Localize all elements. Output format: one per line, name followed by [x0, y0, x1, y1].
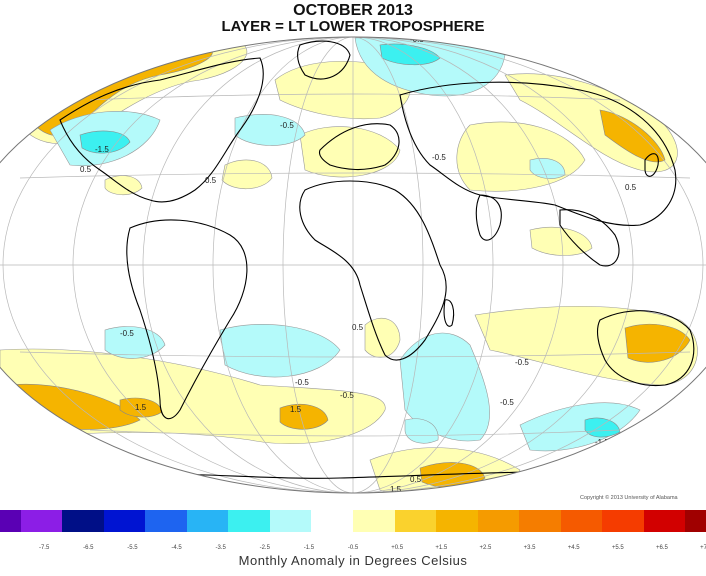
south-america-coast [126, 219, 248, 420]
madagascar-coast [443, 299, 455, 327]
contour-label: 0.5 [352, 323, 364, 332]
contour-label: 0.5 [80, 165, 92, 174]
legend-swatch [602, 510, 644, 532]
asia-coast [399, 81, 677, 226]
contour-label: -1.5 [95, 145, 109, 154]
legend-tick-label: -2.5 [259, 545, 270, 551]
legend-tick-label: +2.5 [479, 545, 492, 551]
globe-outline [0, 36, 706, 494]
color-scale-ticks: -7.5 -6.5 -5.5 -4.5 -3.5 -2.5 -1.5 -0.5 +0.5 +1.5… [0, 545, 706, 555]
contour-label: 1.5 [290, 405, 302, 414]
copyright-note: Copyright © 2013 University of Alabama [580, 495, 678, 501]
legend-swatch [560, 510, 603, 532]
map-subtitle: LAYER = LT LOWER TROPOSPHERE [221, 18, 485, 35]
anomaly-map: -0.5 1.5 -1.5 0.5 -0.5 -0.5 0.5 -0.5 0.5… [0, 35, 706, 494]
map-title: OCTOBER 2013 [293, 2, 413, 19]
color-scale-legend [0, 510, 706, 532]
japan-coast [644, 153, 659, 177]
contour-label: -0.5 [432, 153, 446, 162]
legend-tick-label: +3.5 [523, 545, 536, 551]
legend-swatch [62, 510, 104, 532]
legend-tick-label: -7.5 [38, 545, 50, 551]
legend-tick-label: +4.5 [567, 545, 580, 551]
legend-swatch [186, 510, 229, 532]
north-america-coast [59, 57, 264, 203]
contour-label: -0.5 [515, 358, 529, 367]
greenland-coast [296, 40, 351, 80]
legend-tick-label: +5.5 [611, 545, 624, 551]
europe-coast [318, 123, 400, 171]
contour-label: -0.5 [500, 398, 514, 407]
legend-swatch [477, 510, 520, 532]
graticule [0, 37, 706, 493]
contour-label: -0.5 [410, 35, 424, 44]
cool-anomaly-regions [49, 37, 641, 452]
contour-label: -0.5 [280, 121, 294, 130]
legend-swatch [311, 510, 354, 532]
contour-label: -0.5 [120, 329, 134, 338]
legend-tick-label: -5.5 [127, 545, 138, 551]
contour-label: 0.5 [205, 176, 217, 185]
contour-label: -0.5 [40, 86, 54, 95]
contour-label: 0.5 [625, 183, 637, 192]
legend-swatch [519, 510, 561, 532]
legend-swatch [394, 510, 437, 532]
legend-tick-label: -0.5 [347, 545, 359, 551]
australia-coast [596, 310, 695, 387]
legend-swatch [685, 510, 706, 532]
legend-swatch [643, 510, 686, 532]
legend-swatch [269, 510, 312, 532]
legend-caption: Monthly Anomaly in Degrees Celsius [238, 553, 468, 568]
legend-tick-label: +7.5 [700, 545, 706, 551]
legend-tick-label: +6.5 [655, 545, 668, 551]
southeast-asia-coast [559, 209, 620, 267]
legend-swatch [353, 510, 395, 532]
contour-label: 1.5 [390, 485, 402, 494]
legend-tick-label: -6.5 [83, 545, 94, 551]
legend-tick-label: -4.5 [171, 545, 182, 551]
contour-label: -0.5 [295, 378, 309, 387]
legend-swatch [145, 510, 187, 532]
africa-coast [299, 180, 447, 361]
legend-tick-label: -3.5 [215, 545, 226, 551]
legend-swatch [103, 510, 146, 532]
legend-tick-label: +0.5 [391, 545, 404, 551]
contour-label: 1.5 [15, 115, 27, 124]
legend-swatch [228, 510, 270, 532]
contour-label: 0.5 [410, 475, 422, 484]
contour-label: 1.5 [40, 423, 52, 432]
contour-label: -0.5 [340, 391, 354, 400]
legend-swatch [20, 510, 63, 532]
contour-label: 1.5 [135, 403, 147, 412]
new-zealand-coast [688, 393, 699, 410]
strong-cool-regions [79, 43, 621, 438]
legend-swatch [0, 510, 21, 532]
india-coast [475, 194, 502, 241]
legend-swatch [436, 510, 478, 532]
contour-label: -0.5 [590, 451, 604, 460]
legend-tick-label: -1.5 [303, 545, 315, 551]
legend-tick-label: +1.5 [435, 545, 448, 551]
